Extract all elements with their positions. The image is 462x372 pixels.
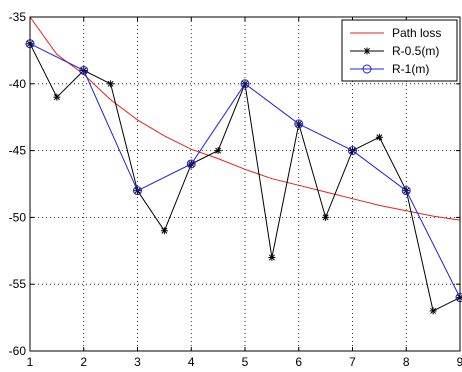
x-tick-label: 7 (349, 355, 356, 367)
data-point (53, 94, 60, 101)
y-tick-label: -45 (9, 144, 27, 158)
x-tick-label: 6 (295, 355, 302, 367)
legend: Path loss R-0.5(m) R-1(m) (342, 20, 457, 81)
data-point (161, 227, 168, 234)
data-point (268, 254, 275, 261)
x-tick-label: 1 (27, 355, 34, 367)
legend-label: R-1(m) (392, 62, 429, 76)
y-tick-label: -60 (9, 344, 27, 358)
data-point (215, 147, 222, 154)
data-point (322, 214, 329, 221)
x-tick-label: 5 (242, 355, 249, 367)
legend-label: Path loss (392, 26, 441, 40)
data-point (107, 80, 114, 87)
y-tick-label: -40 (9, 77, 27, 91)
x-tick-label: 4 (188, 355, 195, 367)
y-tick-label: -55 (9, 277, 27, 291)
y-tick-label: -35 (9, 10, 27, 24)
data-point (430, 307, 437, 314)
y-tick-label: -50 (9, 210, 27, 224)
x-tick-label: 3 (134, 355, 141, 367)
x-tick-label: 8 (403, 355, 410, 367)
legend-label: R-0.5(m) (392, 44, 439, 58)
data-point (376, 134, 383, 141)
x-tick-label: 2 (80, 355, 87, 367)
x-tick-label: 9 (457, 355, 462, 367)
